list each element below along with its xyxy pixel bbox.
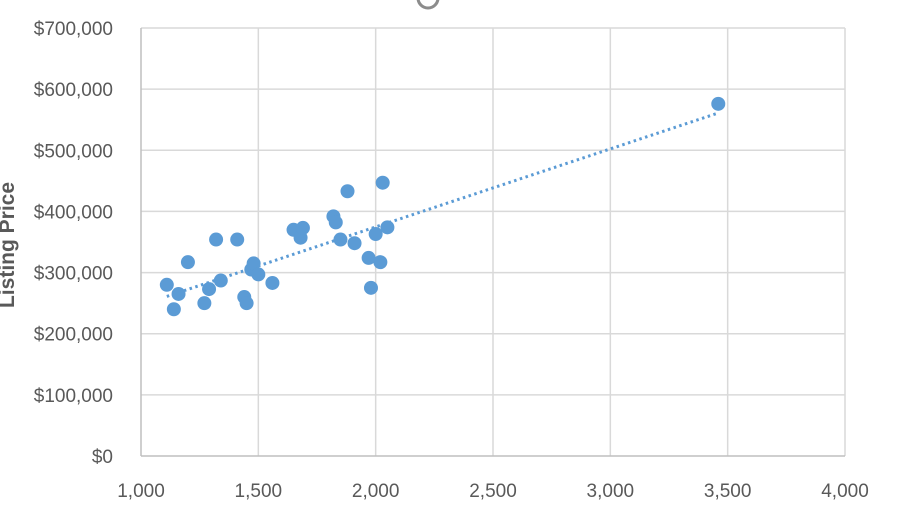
y-tick-label: $400,000 (34, 202, 113, 223)
y-tick-label: $200,000 (34, 325, 113, 346)
data-point (197, 296, 212, 311)
data-point (375, 175, 390, 190)
x-tick-label: 1,500 (235, 481, 283, 502)
data-point (230, 232, 245, 247)
x-tick-label: 2,000 (352, 481, 400, 502)
y-tick-label: $500,000 (34, 141, 113, 162)
data-point (265, 275, 280, 290)
data-point (171, 286, 186, 301)
x-tick-label: 1,000 (117, 481, 165, 502)
x-tick-label: 3,000 (587, 481, 635, 502)
clipped-title-fragment (416, 0, 440, 10)
data-point (380, 220, 395, 235)
data-point (251, 267, 266, 282)
data-point (333, 232, 348, 247)
y-tick-label: $100,000 (34, 386, 113, 407)
y-axis-label: Listing Price (0, 182, 19, 308)
data-point (159, 277, 174, 292)
data-point (295, 220, 310, 235)
data-point (202, 282, 217, 297)
data-point (209, 232, 224, 247)
data-points (159, 96, 726, 317)
data-point (363, 280, 378, 295)
data-point (213, 273, 228, 288)
y-tick-labels: $0 $100,000 $200,000 $300,000 $400,000 $500,0… (34, 19, 113, 468)
y-tick-label: $300,000 (34, 264, 113, 285)
x-tick-label: 2,500 (469, 481, 517, 502)
axes (140, 28, 845, 457)
x-tick-label: 4,000 (821, 481, 869, 502)
data-point (180, 255, 195, 270)
data-point (361, 250, 376, 265)
gridlines (141, 27, 846, 456)
x-tick-labels: 1,000 1,500 2,000 2,500 3,000 3,500 4,000 (117, 481, 869, 502)
data-point (373, 255, 388, 270)
data-point (246, 256, 261, 271)
y-tick-label: $600,000 (34, 80, 113, 101)
data-point (340, 184, 355, 199)
data-point (368, 227, 383, 242)
data-point (711, 96, 726, 111)
y-tick-label: $0 (92, 447, 113, 468)
data-point (347, 236, 362, 251)
x-tick-label: 3,500 (704, 481, 752, 502)
data-point (166, 302, 181, 317)
data-point (239, 296, 254, 311)
y-tick-label: $700,000 (34, 19, 113, 40)
data-point (328, 215, 343, 230)
